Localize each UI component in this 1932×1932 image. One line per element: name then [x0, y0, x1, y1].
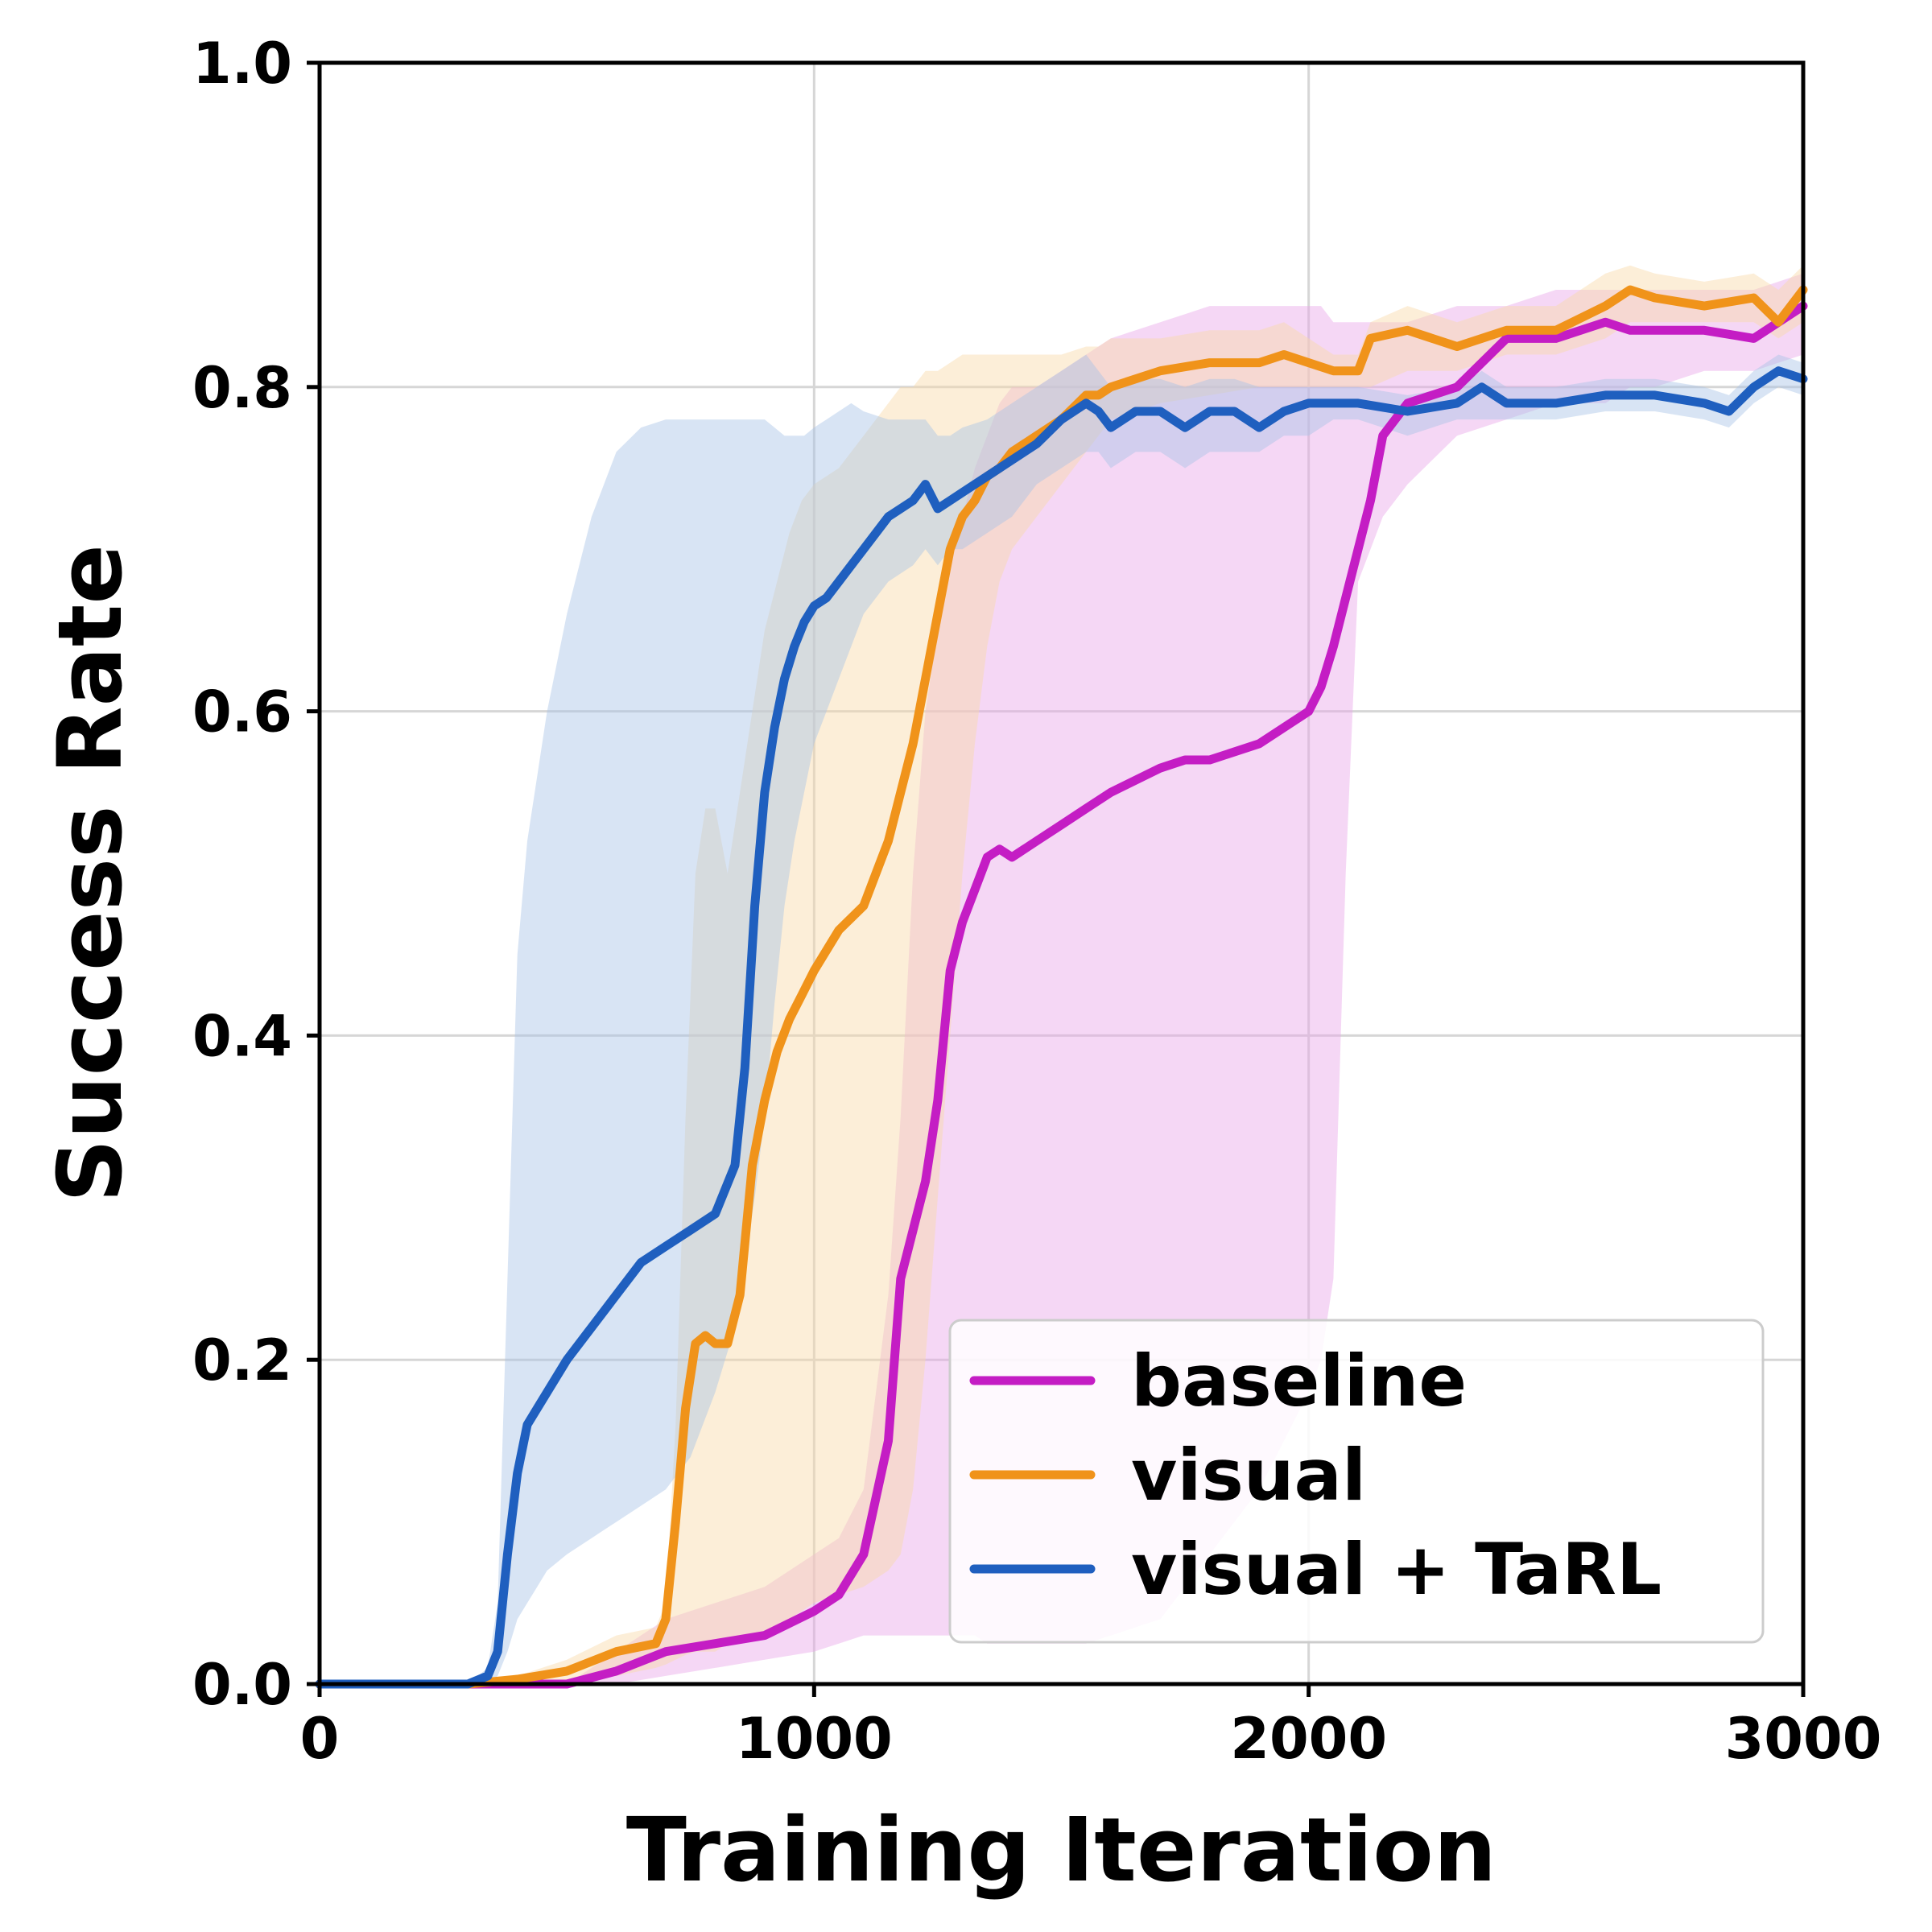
y-tick-label-1: 0.2	[192, 1327, 292, 1393]
legend-label-0: baseline	[1131, 1340, 1467, 1422]
line-series-0	[315, 301, 1808, 1689]
band-series-1	[320, 265, 1803, 1684]
plot-frame	[317, 60, 1806, 1686]
y-tick-label-0: 0.0	[192, 1652, 292, 1718]
y-tick-label-2: 0.4	[192, 1003, 292, 1069]
line-series-1	[315, 285, 1808, 1689]
series-lines	[315, 285, 1808, 1689]
y-tick-label-5: 1.0	[192, 31, 292, 97]
y-tick-label-4: 0.8	[192, 355, 292, 421]
x-axis-title: Training Iteration	[626, 1798, 1496, 1901]
legend-box	[948, 1319, 1765, 1644]
legend-label-1: visual	[1131, 1434, 1366, 1517]
x-tick-label-0: 0	[300, 1706, 340, 1772]
legend: baseline visual visual + TaRL	[948, 1319, 1765, 1644]
band-series-0	[320, 273, 1803, 1684]
y-axis-title: Success Rate	[39, 544, 142, 1203]
line-series-2	[315, 366, 1808, 1689]
axis-ticks: 0 1000 2000 3000 0.0 0.2 0.4 0.6 0.8 1.0	[192, 31, 1881, 1772]
x-tick-label-2: 2000	[1230, 1706, 1387, 1772]
legend-label-2: visual + TaRL	[1131, 1528, 1662, 1611]
y-tick-label-3: 0.6	[192, 679, 292, 745]
x-tick-label-1: 1000	[736, 1706, 893, 1772]
x-tick-label-3: 3000	[1725, 1706, 1882, 1772]
